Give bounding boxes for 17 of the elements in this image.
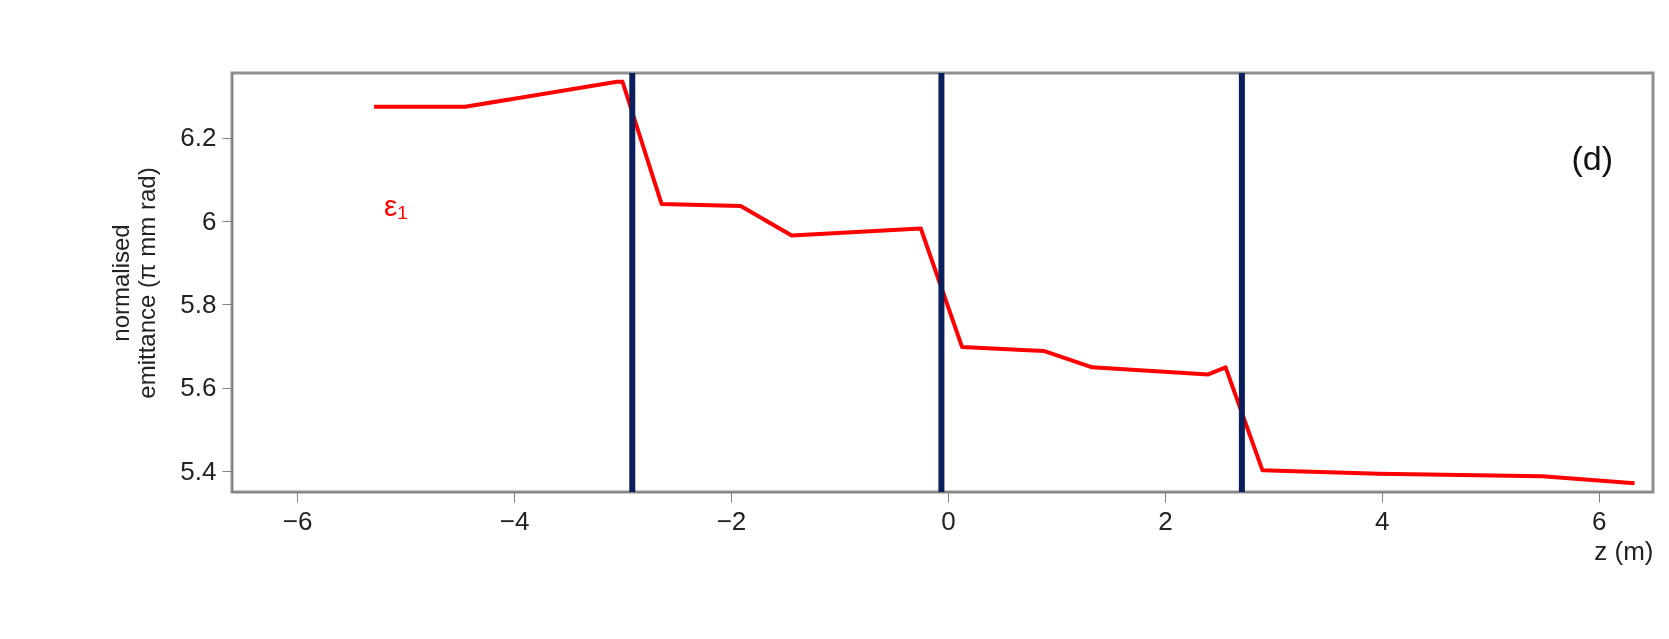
x-tick-label: 2 [1158,505,1173,536]
y-axis-title: normalised emittance (π mm rad) [107,167,161,399]
x-tick-label: 0 [941,505,956,536]
annotation: (d) [1571,139,1613,177]
y-tick-label: 5.8 [180,288,217,319]
y-tick-label: 5.4 [180,455,217,486]
x-axis-title: z (m) [1594,535,1654,566]
y-tick-label: 6 [202,205,217,236]
line-series [372,79,1637,486]
x-tick-label: −6 [282,505,313,536]
x-tick-label: 4 [1375,505,1390,536]
y-tick-label: 6.2 [180,122,217,153]
x-tick-label: −4 [499,505,530,536]
x-tick-label: 6 [1592,505,1607,536]
text: ε₁ [384,188,408,222]
x-tick-label: −2 [716,505,747,536]
y-tick-label: 5.6 [180,372,217,403]
